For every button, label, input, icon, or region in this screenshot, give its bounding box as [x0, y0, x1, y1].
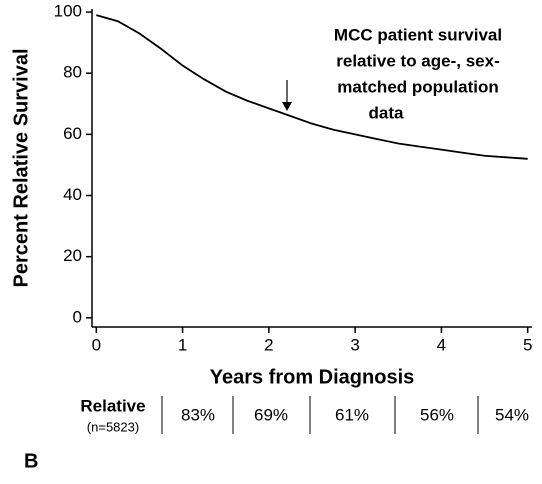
x-tick-label: 0 — [92, 335, 101, 354]
x-tick-label: 2 — [264, 335, 273, 354]
table-cell: 61% — [335, 405, 369, 424]
x-axis-label: Years from Diagnosis — [210, 366, 415, 388]
table-cell: 56% — [420, 405, 454, 424]
y-tick-label: 60 — [63, 124, 82, 143]
panel-label: B — [24, 450, 38, 472]
x-tick-label: 1 — [178, 335, 187, 354]
y-tick-label: 80 — [63, 63, 82, 82]
table-subheader: (n=5823) — [87, 419, 139, 434]
annotation: relative to age-, sex- — [336, 51, 499, 70]
y-axis-label: Percent Relative Survival — [10, 48, 32, 287]
y-tick-label: 40 — [63, 185, 82, 204]
table-cell: 83% — [181, 405, 215, 424]
x-tick-label: 4 — [437, 335, 446, 354]
annotation-arrowhead — [282, 102, 292, 111]
annotation: MCC patient survival — [334, 25, 502, 44]
y-tick-label: 0 — [73, 307, 82, 326]
y-tick-label: 100 — [54, 2, 82, 21]
survival-curve — [96, 14, 528, 160]
table-cell: 69% — [254, 405, 288, 424]
annotation: matched population — [337, 77, 499, 96]
x-tick-label: 3 — [350, 335, 359, 354]
table-cell: 54% — [495, 405, 529, 424]
y-tick-label: 20 — [63, 246, 82, 265]
annotation: data — [369, 103, 405, 122]
x-tick-label: 5 — [523, 335, 532, 354]
table-header: Relative — [80, 396, 145, 415]
